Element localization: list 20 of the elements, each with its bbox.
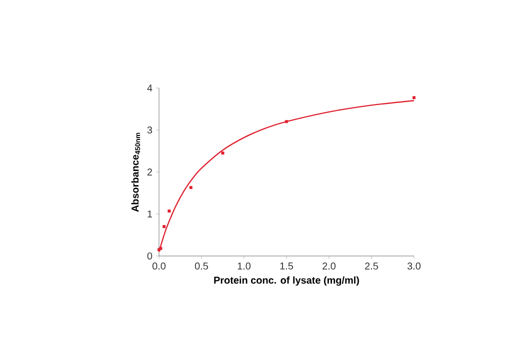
point <box>221 152 224 155</box>
x-axis-title: Protein conc. of lysate (mg/ml) <box>214 276 359 286</box>
x-tick-label: 3.0 <box>407 262 421 270</box>
y-tick-label: 3 <box>147 126 152 134</box>
y-tick-label: 1 <box>148 210 152 218</box>
point <box>189 186 192 190</box>
point <box>285 120 288 124</box>
point <box>412 96 416 100</box>
x-tick-label: 2.5 <box>365 262 378 270</box>
x-tick-label: 0.5 <box>194 262 208 270</box>
y-axis-title: Absorbance$_{450nm}$ <box>131 132 140 212</box>
y-tick-label: 4 <box>147 84 152 92</box>
x-tick-label: 2.0 <box>322 262 336 270</box>
point <box>162 225 166 228</box>
y-tick-label: 0 <box>147 252 152 260</box>
x-tick-label: 1.0 <box>238 262 251 270</box>
x-tick-label: 0.0 <box>152 262 166 270</box>
x-tick-label: 1.5 <box>280 262 294 270</box>
point <box>168 210 171 213</box>
y-tick-label: 2 <box>147 168 152 176</box>
